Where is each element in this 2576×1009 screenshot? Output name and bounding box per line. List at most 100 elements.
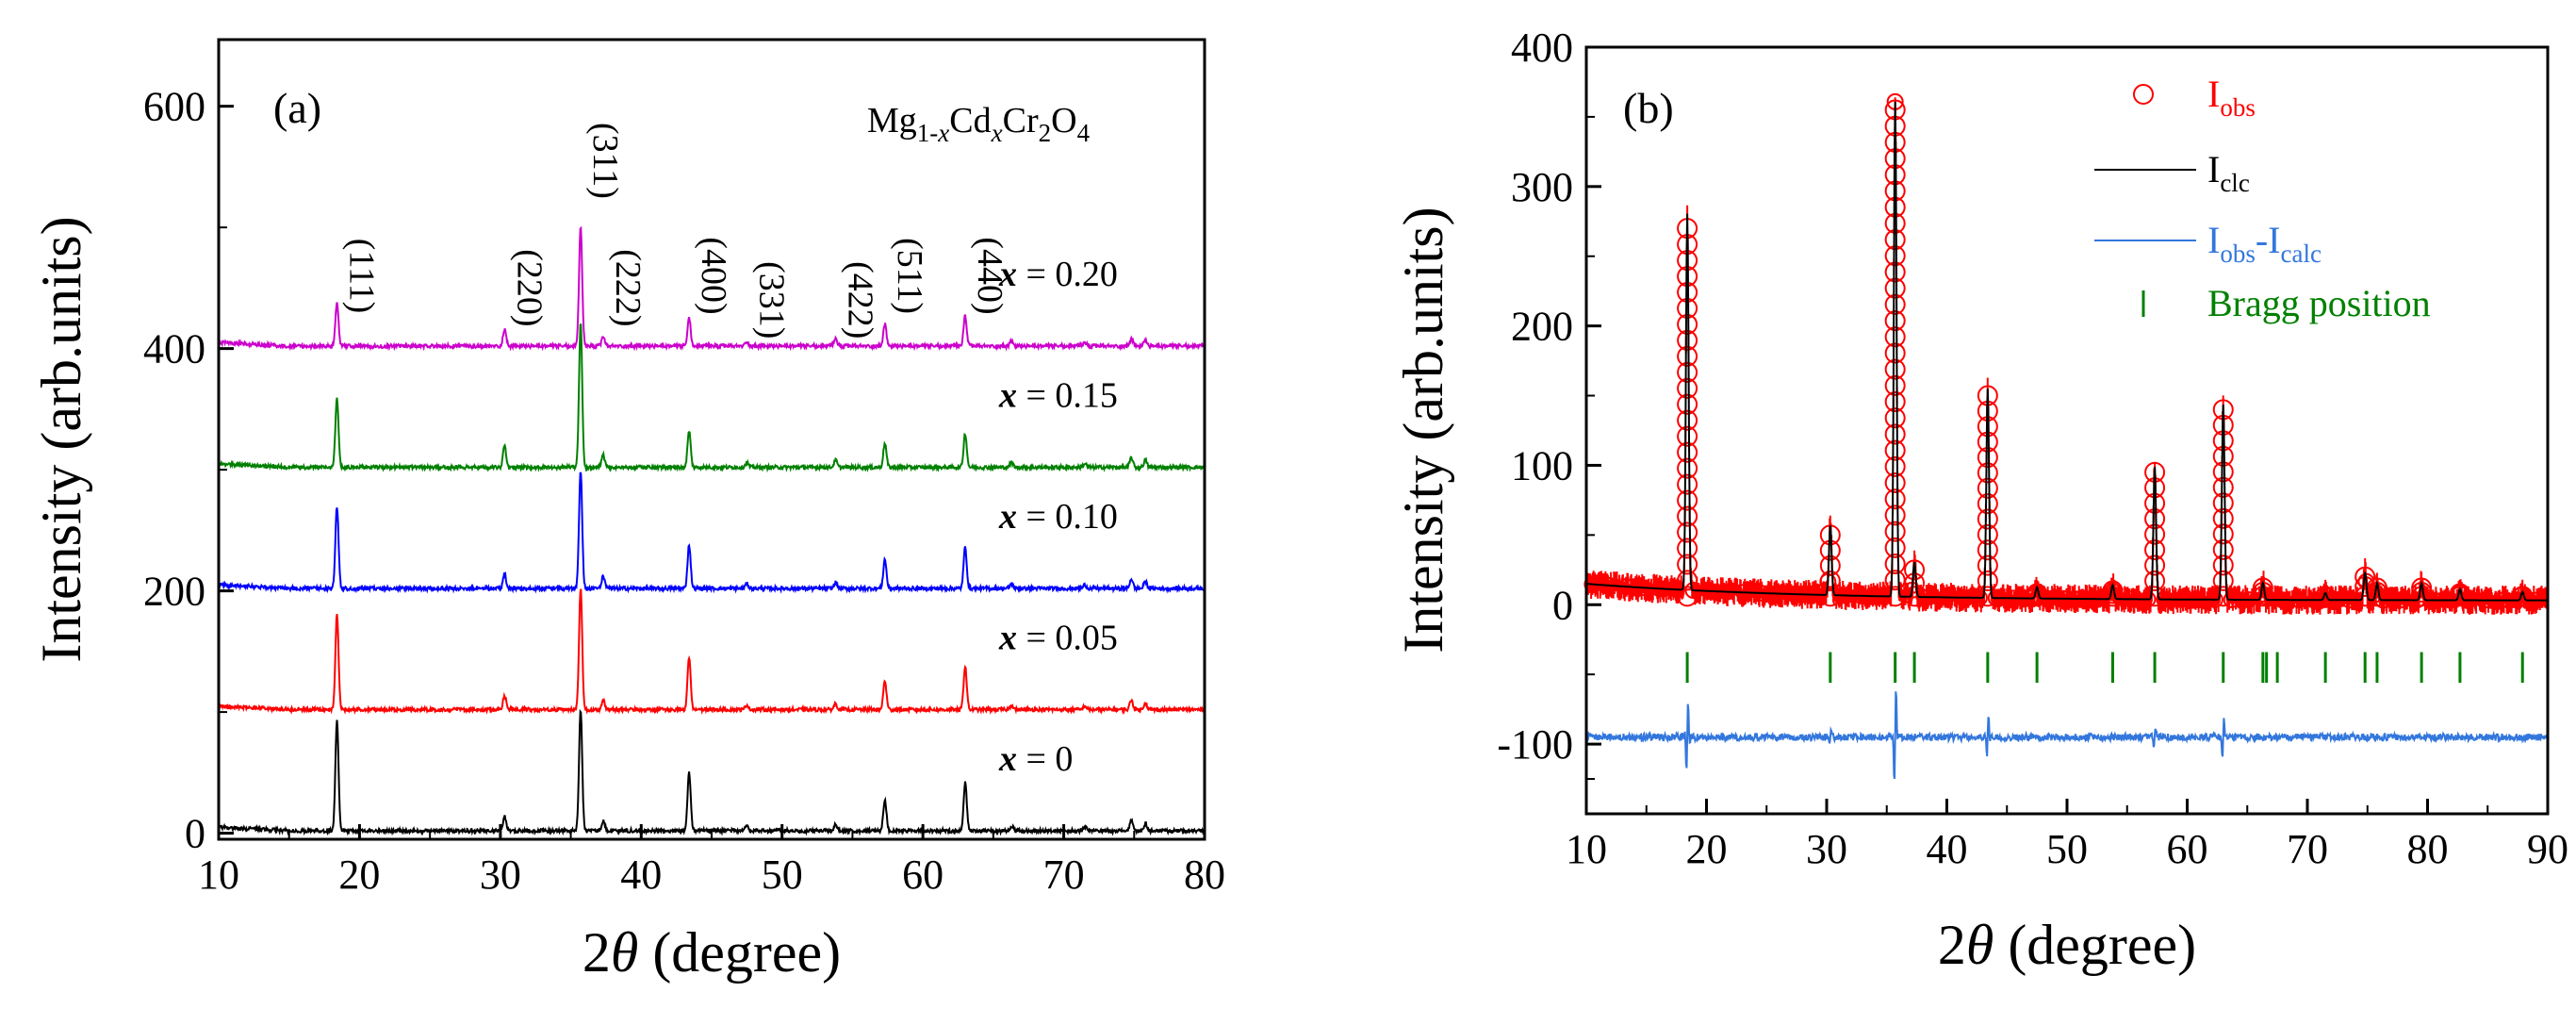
obs-marker-1-12	[1677, 409, 1698, 431]
x-tick-label-4: 40	[1927, 826, 1968, 872]
obs-marker-1-3	[1677, 554, 1698, 575]
y-tick-label-2: 200	[143, 569, 205, 615]
obs-marker-1-15	[1677, 361, 1698, 383]
obs-marker-8-6	[2144, 508, 2166, 530]
x-tick-label-1: 10	[1566, 826, 1607, 872]
obs-marker-8-5	[2144, 523, 2166, 545]
panel-a-x-axis-label: 2θ (degree)	[582, 921, 841, 984]
y-tick-label-6: 400	[1511, 25, 1573, 71]
obs-marker-1-18	[1677, 313, 1698, 335]
obs-marker-3-19	[1884, 293, 1906, 315]
obs-marker-1-2	[1677, 570, 1698, 591]
hkl-label-3: (311)	[585, 123, 625, 199]
pattern-line-5	[218, 225, 1206, 352]
obs-marker-5-10	[1977, 447, 1998, 469]
obs-marker-9-6	[2212, 507, 2234, 529]
obs-marker-3-12	[1884, 407, 1906, 429]
obs-marker-1-14	[1677, 377, 1698, 399]
obs-marker-9-2	[2212, 570, 2234, 591]
y-tick-label-2: 0	[1552, 582, 1573, 628]
legend-label-4: Bragg position	[2207, 282, 2431, 324]
obs-marker-1-7	[1677, 489, 1698, 511]
y-tick-label-1: 0	[185, 811, 205, 857]
obs-marker-3-9	[1884, 455, 1906, 477]
obs-marker-8-4	[2144, 539, 2166, 561]
obs-marker-3-20	[1884, 277, 1906, 299]
y-tick-label-3: 400	[143, 326, 205, 372]
obs-marker-3-7	[1884, 488, 1906, 510]
x-tick-label-3: 30	[1806, 826, 1847, 872]
x-tick-label-9: 90	[2527, 826, 2568, 872]
obs-marker-1-8	[1677, 473, 1698, 495]
obs-marker-1-6	[1677, 505, 1698, 527]
obs-marker-3-11	[1884, 423, 1906, 445]
obs-marker-5-7	[1977, 493, 1998, 515]
obs-marker-9-7	[2212, 492, 2234, 514]
y-tick-label-4: 200	[1511, 304, 1573, 350]
x-tick-label-3: 30	[480, 852, 521, 898]
pattern-line-3	[218, 471, 1206, 594]
hkl-label-8: (511)	[890, 238, 929, 314]
obs-marker-1-9	[1677, 457, 1698, 479]
x-tick-label-6: 60	[902, 852, 943, 898]
obs-marker-1-16	[1677, 345, 1698, 367]
obs-marker-3-18	[1884, 310, 1906, 332]
series-label-5: x = 0.20	[998, 255, 1118, 294]
x-tick-label-4: 40	[620, 852, 662, 898]
obs-marker-10-3	[2252, 577, 2273, 599]
panel-a-formula: Mg1-xCdxCr2O4	[867, 101, 1091, 147]
obs-marker-9-9	[2212, 461, 2234, 483]
hkl-label-5: (400)	[694, 237, 733, 314]
obs-marker-1-4	[1677, 538, 1698, 559]
hkl-label-7: (422)	[840, 261, 879, 339]
legend-label-2: Iclc	[2207, 148, 2250, 197]
obs-marker-3-6	[1884, 504, 1906, 526]
x-tick-label-6: 60	[2167, 826, 2208, 872]
series-label-1: x = 0	[998, 739, 1073, 779]
x-tick-label-5: 50	[2046, 826, 2088, 872]
pattern-line-1	[218, 708, 1206, 836]
obs-marker-8-3	[2144, 554, 2166, 576]
obs-marker-3-5	[1884, 521, 1906, 542]
hkl-label-6: (331)	[751, 261, 791, 339]
panel-a-label: (a)	[273, 84, 321, 132]
panel-b: 10 20 30 40 50 60 70 80 90 -100 0 100 200 300 400 (b)…	[1392, 25, 2568, 976]
obs-marker-4-2	[1904, 572, 1926, 594]
obs-marker-9-4	[2212, 538, 2234, 560]
calculated-line	[1586, 101, 2548, 602]
series-label-3: x = 0.10	[998, 497, 1118, 537]
obs-marker-5-8	[1977, 477, 1998, 499]
obs-marker-5-2	[1977, 571, 1998, 592]
obs-marker-9-8	[2212, 476, 2234, 498]
x-tick-label-8: 80	[1184, 852, 1225, 898]
obs-marker-5-9	[1977, 462, 1998, 484]
panel-a-y-axis-label: Intensity (arb.units)	[30, 216, 92, 662]
obs-marker-14-3	[2411, 577, 2433, 599]
obs-marker-8-2	[2144, 570, 2166, 591]
obs-marker-8-1	[2144, 586, 2166, 607]
bragg-ticks	[1685, 652, 2524, 684]
obs-marker-1-13	[1677, 393, 1698, 415]
obs-marker-3-10	[1884, 439, 1906, 461]
obs-marker-base	[2105, 581, 2123, 599]
panel-b-label: (b)	[1623, 84, 1674, 132]
y-tick-label-4: 600	[143, 84, 205, 130]
obs-marker-3-16	[1884, 342, 1906, 364]
series-label-2: x = 0.05	[998, 618, 1118, 657]
obs-marker-3-14	[1884, 374, 1906, 396]
obs-marker-3-23	[1884, 229, 1906, 251]
obs-marker-3-4	[1884, 537, 1906, 558]
pattern-line-4	[218, 323, 1206, 473]
obs-marker-5-6	[1977, 508, 1998, 530]
obs-marker-3-21	[1884, 261, 1906, 283]
observed-data-band	[1585, 97, 2549, 615]
hkl-label-9: (440)	[970, 237, 1009, 314]
obs-marker-3-8	[1884, 472, 1906, 494]
obs-marker-1-17	[1677, 329, 1698, 351]
x-tick-label-8: 80	[2407, 826, 2449, 872]
y-tick-label-3: 100	[1511, 442, 1573, 488]
obs-marker-base	[2256, 587, 2274, 605]
obs-marker-9-1	[2212, 586, 2234, 607]
observed-markers	[1583, 92, 2543, 609]
